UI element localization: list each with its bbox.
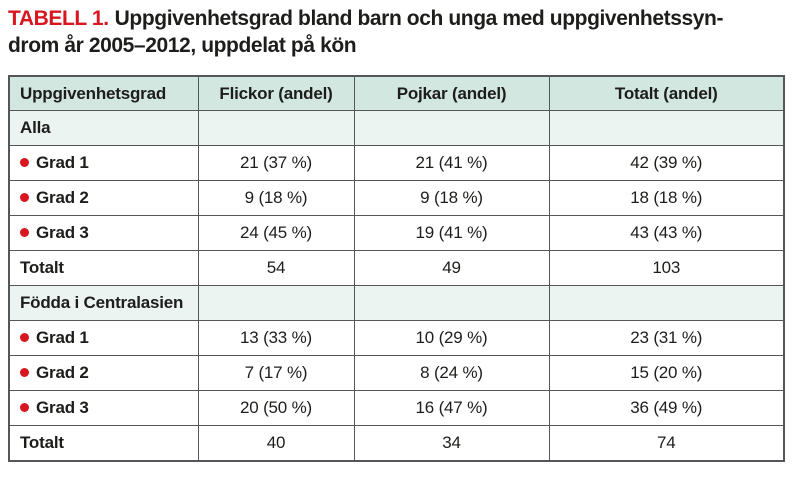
section-row-alla: Alla	[8, 110, 785, 147]
cell-pojkar: 19 (41 %)	[353, 215, 550, 252]
grade-label: Grad 2	[36, 363, 89, 383]
cell-totalt: 23 (31 %)	[548, 320, 785, 357]
cell-flickor: 9 (18 %)	[197, 180, 355, 217]
column-header-totalt: Totalt (andel)	[548, 75, 785, 112]
cell-label: Grad 1	[8, 145, 199, 182]
cell-pojkar: 9 (18 %)	[353, 180, 550, 217]
cell-label: Alla	[8, 110, 199, 147]
red-bullet-icon	[20, 158, 29, 168]
cell-label: Födda i Centralasien	[8, 285, 199, 322]
red-bullet-icon	[20, 228, 29, 238]
grade-label: Grad 1	[36, 153, 89, 173]
cell-pojkar: 10 (29 %)	[353, 320, 550, 357]
cell-totalt	[548, 110, 785, 147]
cell-pojkar: 16 (47 %)	[353, 390, 550, 427]
total-row: Totalt 54 49 103	[8, 250, 785, 287]
grade-label: Grad 2	[36, 188, 89, 208]
cell-flickor: 20 (50 %)	[197, 390, 355, 427]
cell-flickor: 7 (17 %)	[197, 355, 355, 392]
cell-label: Grad 3	[8, 390, 199, 427]
cell-flickor: 13 (33 %)	[197, 320, 355, 357]
grade-label: Grad 1	[36, 328, 89, 348]
cell-flickor	[197, 285, 355, 322]
total-row: Totalt 40 34 74	[8, 425, 785, 462]
cell-label: Grad 2	[8, 355, 199, 392]
title-line2: drom år 2005–2012, uppdelat på kön	[8, 33, 357, 57]
cell-totalt: 36 (49 %)	[548, 390, 785, 427]
title-line1: Uppgivenhetsgrad bland barn och unga med…	[114, 7, 724, 30]
red-bullet-icon	[20, 193, 29, 203]
grade-row: Grad 1 21 (37 %) 21 (41 %) 42 (39 %)	[8, 145, 785, 182]
cell-label: Grad 1	[8, 320, 199, 357]
cell-label: Grad 2	[8, 180, 199, 217]
cell-label: Totalt	[8, 250, 199, 287]
cell-totalt: 103	[548, 250, 785, 287]
cell-label: Grad 3	[8, 215, 199, 252]
grade-row: Grad 2 9 (18 %) 9 (18 %) 18 (18 %)	[8, 180, 785, 217]
cell-totalt: 42 (39 %)	[548, 145, 785, 182]
header-row: Uppgivenhetsgrad Flickor (andel) Pojkar …	[8, 75, 785, 112]
grade-row: Grad 1 13 (33 %) 10 (29 %) 23 (31 %)	[8, 320, 785, 357]
grade-row: Grad 3 24 (45 %) 19 (41 %) 43 (43 %)	[8, 215, 785, 252]
cell-flickor	[197, 110, 355, 147]
cell-totalt: 18 (18 %)	[548, 180, 785, 217]
cell-pojkar: 34	[353, 425, 550, 462]
grade-label: Grad 3	[36, 398, 89, 418]
cell-pojkar: 49	[353, 250, 550, 287]
cell-flickor: 24 (45 %)	[197, 215, 355, 252]
cell-pojkar	[353, 110, 550, 147]
grade-label: Grad 3	[36, 223, 89, 243]
cell-pojkar: 8 (24 %)	[353, 355, 550, 392]
cell-totalt: 43 (43 %)	[548, 215, 785, 252]
cell-pojkar: 21 (41 %)	[353, 145, 550, 182]
red-bullet-icon	[20, 403, 29, 413]
cell-flickor: 21 (37 %)	[197, 145, 355, 182]
red-bullet-icon	[20, 333, 29, 343]
grade-row: Grad 3 20 (50 %) 16 (47 %) 36 (49 %)	[8, 390, 785, 427]
section-row-centralasien: Födda i Centralasien	[8, 285, 785, 322]
grade-row: Grad 2 7 (17 %) 8 (24 %) 15 (20 %)	[8, 355, 785, 392]
cell-totalt	[548, 285, 785, 322]
cell-totalt: 15 (20 %)	[548, 355, 785, 392]
uppgivenhetsgrad-table: Uppgivenhetsgrad Flickor (andel) Pojkar …	[8, 74, 785, 462]
cell-label: Totalt	[8, 425, 199, 462]
cell-flickor: 54	[197, 250, 355, 287]
column-header-flickor: Flickor (andel)	[197, 75, 355, 112]
cell-pojkar	[353, 285, 550, 322]
cell-totalt: 74	[548, 425, 785, 462]
red-bullet-icon	[20, 368, 29, 378]
column-header-pojkar: Pojkar (andel)	[353, 75, 550, 112]
cell-flickor: 40	[197, 425, 355, 462]
table-number-label: TABELL 1.	[8, 7, 109, 30]
table-title: TABELL 1. Uppgivenhetsgrad bland barn och…	[8, 6, 800, 60]
column-header-uppgivenhetsgrad: Uppgivenhetsgrad	[8, 75, 199, 112]
